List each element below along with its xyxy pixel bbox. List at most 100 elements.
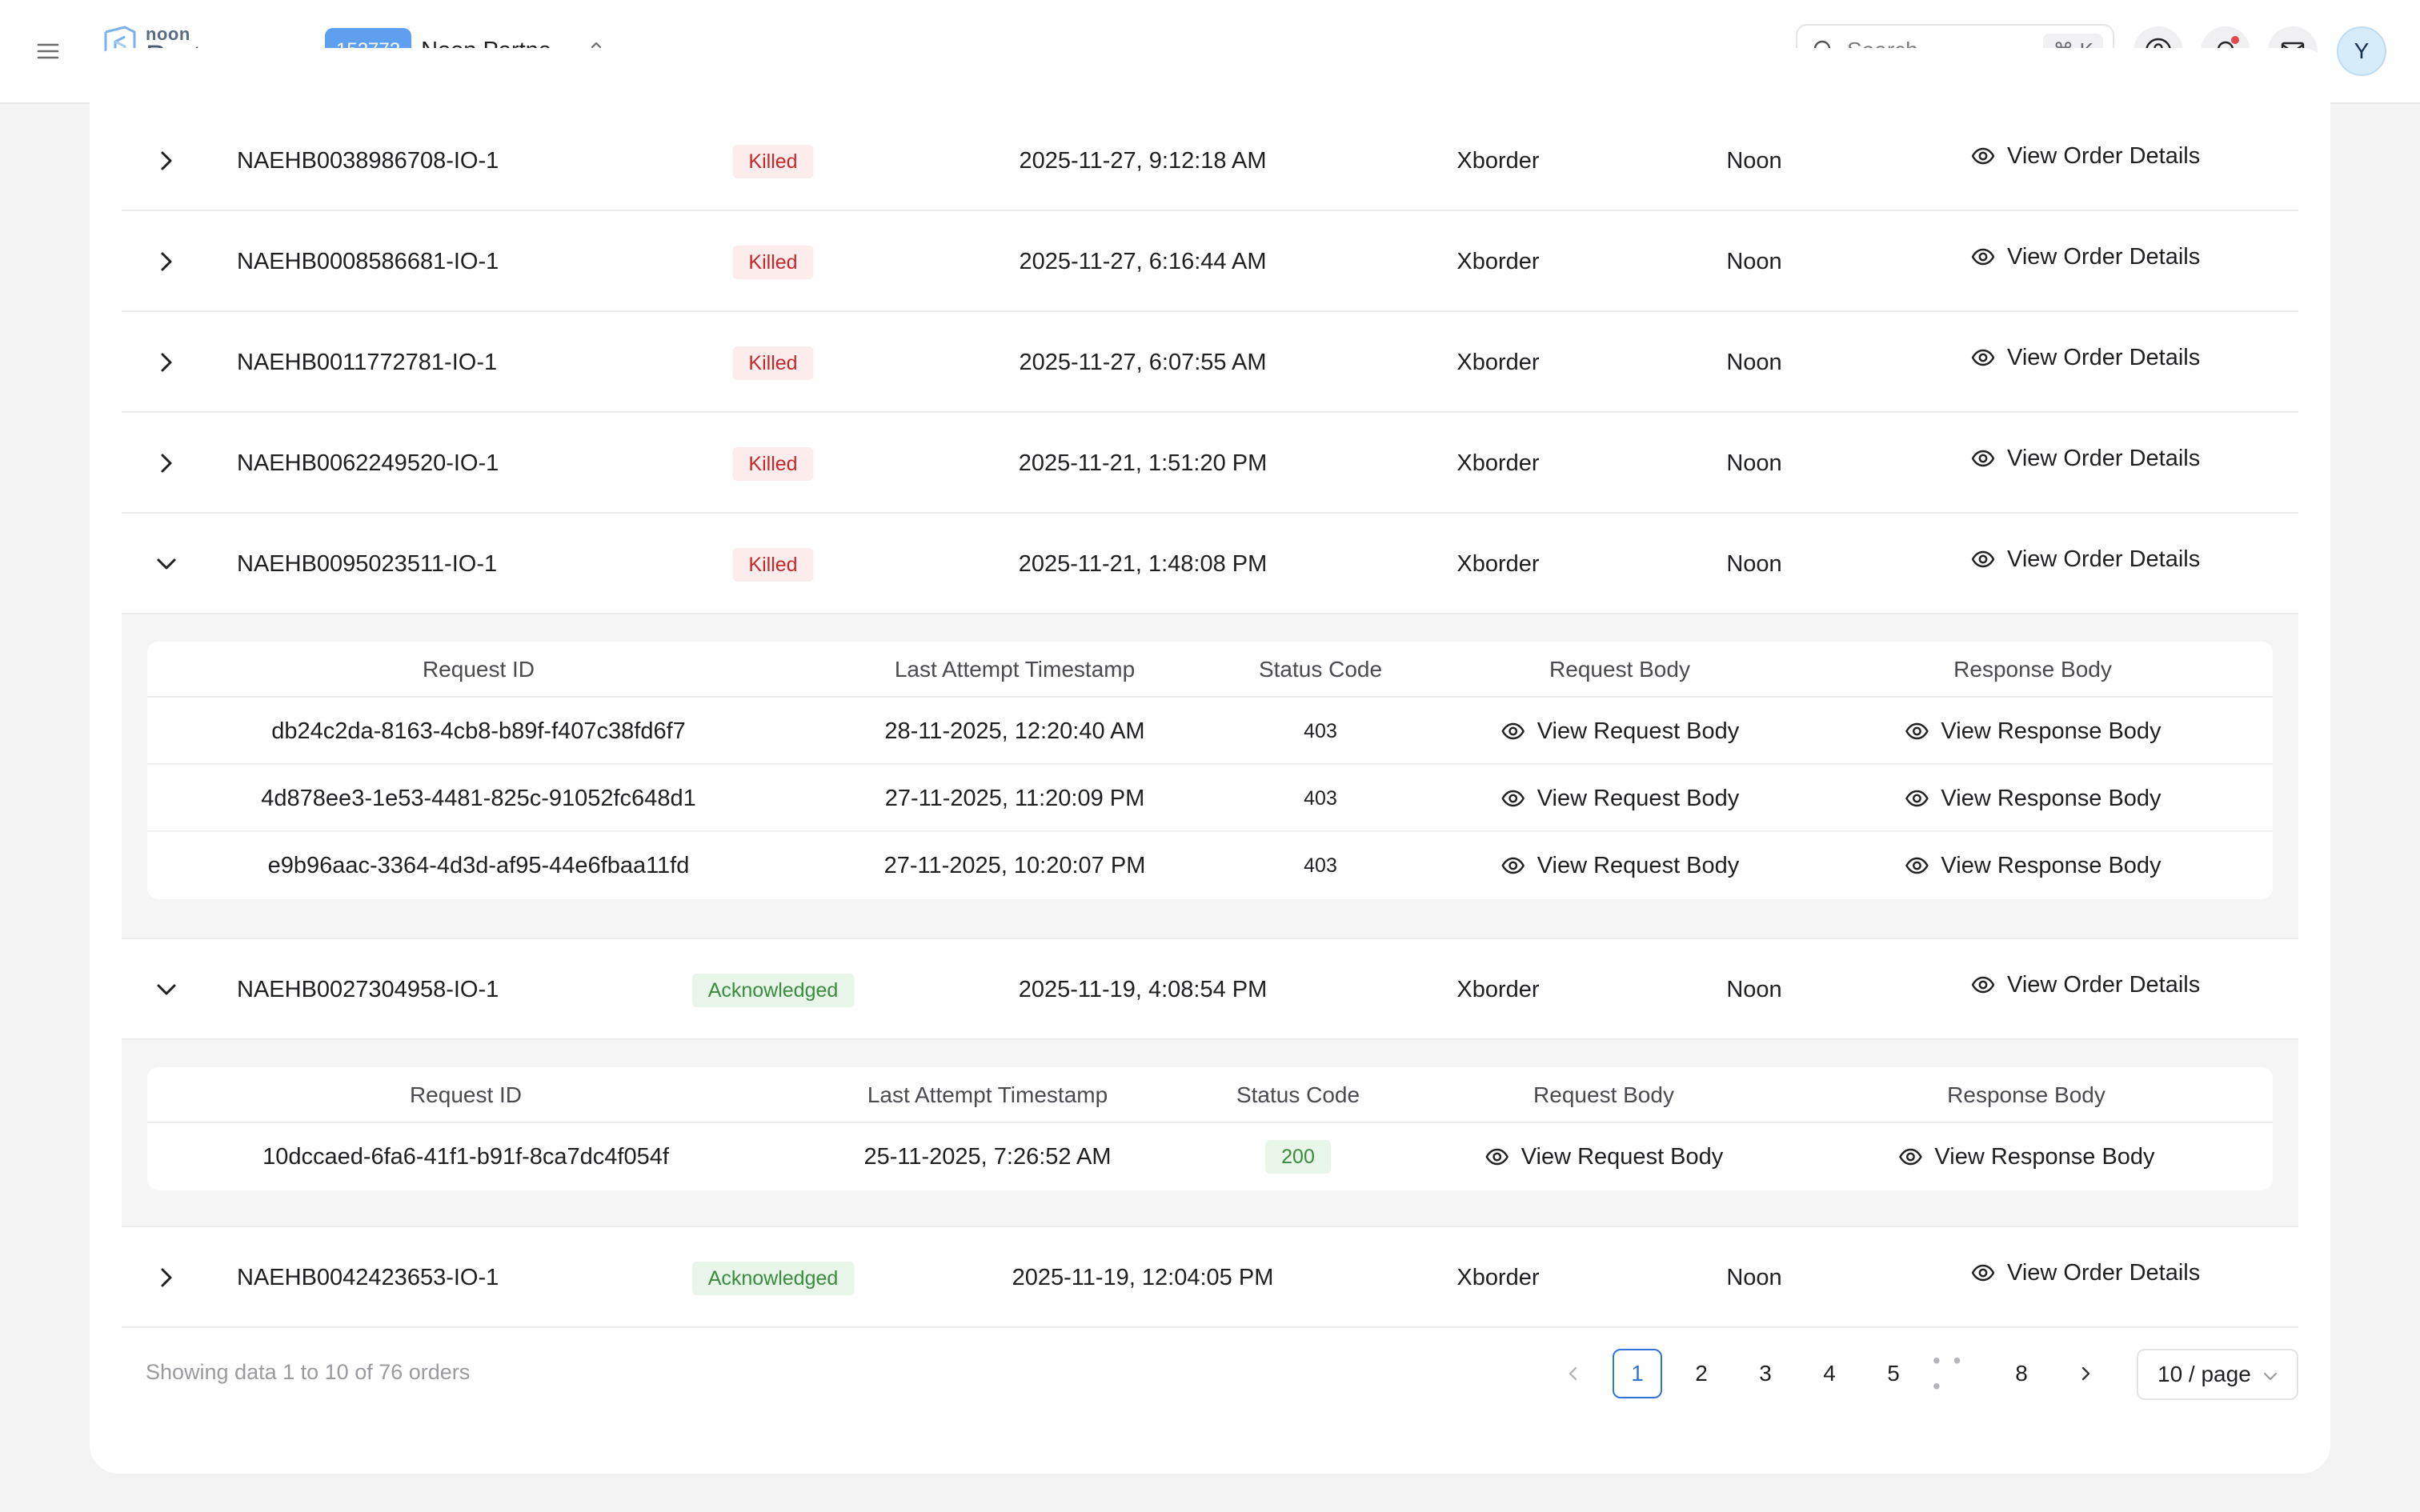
view-request-body-label: View Request Body (1537, 785, 1740, 811)
order-row: NAEHB0038986708-IO-1 Killed 2025-11-27, 9:… (122, 110, 2298, 211)
status-badge: Killed (732, 145, 814, 178)
view-order-details-link[interactable]: View Order Details (1970, 509, 2200, 610)
order-type: Xborder (1456, 977, 1540, 1002)
order-id: NAEHB0062249520-IO-1 (237, 450, 499, 476)
view-order-details-label: View Order Details (2007, 142, 2201, 169)
expand-row-button[interactable] (150, 1262, 182, 1294)
column-header-timestamp: Last Attempt Timestamp (867, 1082, 1108, 1107)
view-order-details-label: View Order Details (2007, 546, 2201, 572)
chevron-down-icon (157, 984, 176, 995)
prev-page-button[interactable] (1549, 1349, 1598, 1398)
order-date: 2025-11-27, 6:07:55 AM (1019, 350, 1267, 375)
attempt-row: 4d878ee3-1e53-4481-825c-91052fc648d1 27-1… (147, 765, 2273, 832)
view-order-details-label: View Order Details (2007, 445, 2201, 471)
order-channel: Noon (1726, 551, 1782, 577)
order-type: Xborder (1456, 551, 1540, 577)
status-code: 200 (1265, 1140, 1331, 1174)
page-button-4[interactable]: 4 (1823, 1361, 1836, 1386)
view-order-details-link[interactable]: View Order Details (1970, 934, 2200, 1035)
collapse-row-button[interactable] (150, 974, 182, 1006)
view-response-body-link[interactable]: View Response Body (1897, 1123, 2155, 1190)
column-header-status-code: Status Code (1258, 657, 1383, 682)
view-response-body-link[interactable]: View Response Body (1904, 698, 2162, 765)
attempt-timestamp: 25-11-2025, 7:26:52 AM (863, 1144, 1112, 1170)
expand-row-button[interactable] (150, 346, 182, 378)
view-order-details-label: View Order Details (2007, 1259, 2201, 1286)
order-type: Xborder (1456, 1265, 1540, 1290)
order-id: NAEHB0027304958-IO-1 (237, 977, 499, 1002)
next-page-button[interactable] (2061, 1349, 2110, 1398)
view-request-body-link[interactable]: View Request Body (1500, 765, 1740, 832)
view-response-body-link[interactable]: View Response Body (1904, 765, 2162, 832)
order-channel: Noon (1726, 1265, 1782, 1290)
request-id: 4d878ee3-1e53-4481-825c-91052fc648d1 (261, 786, 696, 811)
chevron-right-icon (161, 1268, 172, 1287)
eye-icon (1501, 790, 1525, 807)
order-id: NAEHB0008586681-IO-1 (237, 249, 499, 274)
view-order-details-label: View Order Details (2007, 243, 2201, 270)
logo-noon-text: noon (146, 24, 190, 44)
view-request-body-label: View Request Body (1537, 852, 1740, 878)
order-date: 2025-11-21, 1:51:20 PM (1018, 450, 1268, 476)
view-order-details-link[interactable]: View Order Details (1970, 106, 2200, 206)
eye-icon (1905, 857, 1929, 874)
status-badge: Killed (732, 246, 814, 279)
view-response-body-link[interactable]: View Response Body (1904, 832, 2162, 899)
view-request-body-link[interactable]: View Request Body (1500, 832, 1740, 899)
expand-row-button[interactable] (150, 447, 182, 479)
menu-icon[interactable] (32, 35, 64, 67)
eye-icon (1971, 248, 1995, 266)
status-code: 403 (1304, 854, 1337, 877)
eye-icon (1971, 349, 1995, 366)
attempt-timestamp: 28-11-2025, 12:20:40 AM (884, 718, 1145, 744)
eye-icon (1485, 1148, 1508, 1166)
view-order-details-link[interactable]: View Order Details (1970, 206, 2200, 307)
request-id: db24c2da-8163-4cb8-b89f-f407c38fd6f7 (271, 718, 686, 744)
order-date: 2025-11-19, 12:04:05 PM (1012, 1265, 1274, 1290)
column-header-timestamp: Last Attempt Timestamp (894, 657, 1136, 682)
attempt-row: e9b96aac-3364-4d3d-af95-44e6fbaa11fd 27-1… (147, 832, 2273, 899)
chevron-right-icon (161, 252, 172, 271)
view-request-body-link[interactable]: View Request Body (1500, 698, 1740, 765)
status-badge: Acknowledged (691, 974, 855, 1007)
page-button-8[interactable]: 8 (2015, 1361, 2028, 1386)
order-channel: Noon (1726, 249, 1782, 274)
view-request-body-link[interactable]: View Request Body (1484, 1123, 1723, 1190)
order-date: 2025-11-19, 4:08:54 PM (1018, 977, 1268, 1002)
collapse-row-button[interactable] (150, 548, 182, 580)
view-order-details-link[interactable]: View Order Details (1970, 1222, 2200, 1323)
page-size-select[interactable]: 10 / page (2137, 1349, 2298, 1400)
chevron-left-icon (1569, 1366, 1577, 1381)
chevron-right-icon (161, 454, 172, 473)
attempt-timestamp: 27-11-2025, 11:20:09 PM (884, 786, 1145, 811)
order-channel: Noon (1726, 977, 1782, 1002)
avatar[interactable]: Y (2337, 26, 2386, 76)
page-button-1[interactable]: 1 (1613, 1349, 1662, 1398)
column-header-status-code: Status Code (1236, 1082, 1360, 1107)
eye-icon (1971, 1264, 1995, 1282)
eye-icon (1905, 722, 1929, 740)
view-request-body-label: View Request Body (1537, 718, 1740, 744)
page-button-3[interactable]: 3 (1759, 1361, 1772, 1386)
expand-row-button[interactable] (150, 246, 182, 278)
status-badge: Killed (732, 346, 814, 380)
order-id: NAEHB0011772781-IO-1 (237, 350, 498, 375)
order-date: 2025-11-27, 6:16:44 AM (1019, 249, 1267, 274)
view-order-details-link[interactable]: View Order Details (1970, 307, 2200, 408)
order-row: NAEHB0011772781-IO-1 Killed 2025-11-27, 6:… (122, 312, 2298, 413)
eye-icon (1971, 450, 1995, 467)
page-button-2[interactable]: 2 (1695, 1361, 1708, 1386)
order-row: NAEHB0062249520-IO-1 Killed 2025-11-21, 1:… (122, 413, 2298, 514)
request-id: e9b96aac-3364-4d3d-af95-44e6fbaa11fd (267, 853, 690, 878)
page-button-5[interactable]: 5 (1887, 1361, 1900, 1386)
pagination-ellipsis: • • • (1933, 1348, 1965, 1398)
order-channel: Noon (1726, 148, 1782, 174)
order-id: NAEHB0038986708-IO-1 (237, 148, 499, 174)
expand-row-button[interactable] (150, 145, 182, 177)
expanded-attempts-panel: Request ID Last Attempt Timestamp Status C… (122, 614, 2298, 939)
column-header-request-id: Request ID (422, 657, 535, 682)
view-response-body-label: View Response Body (1941, 852, 2162, 878)
view-order-details-link[interactable]: View Order Details (1970, 408, 2200, 509)
attempts-table-header: Request ID Last Attempt Timestamp Status C… (147, 642, 2273, 698)
column-header-response-body: Response Body (1947, 1082, 2105, 1107)
